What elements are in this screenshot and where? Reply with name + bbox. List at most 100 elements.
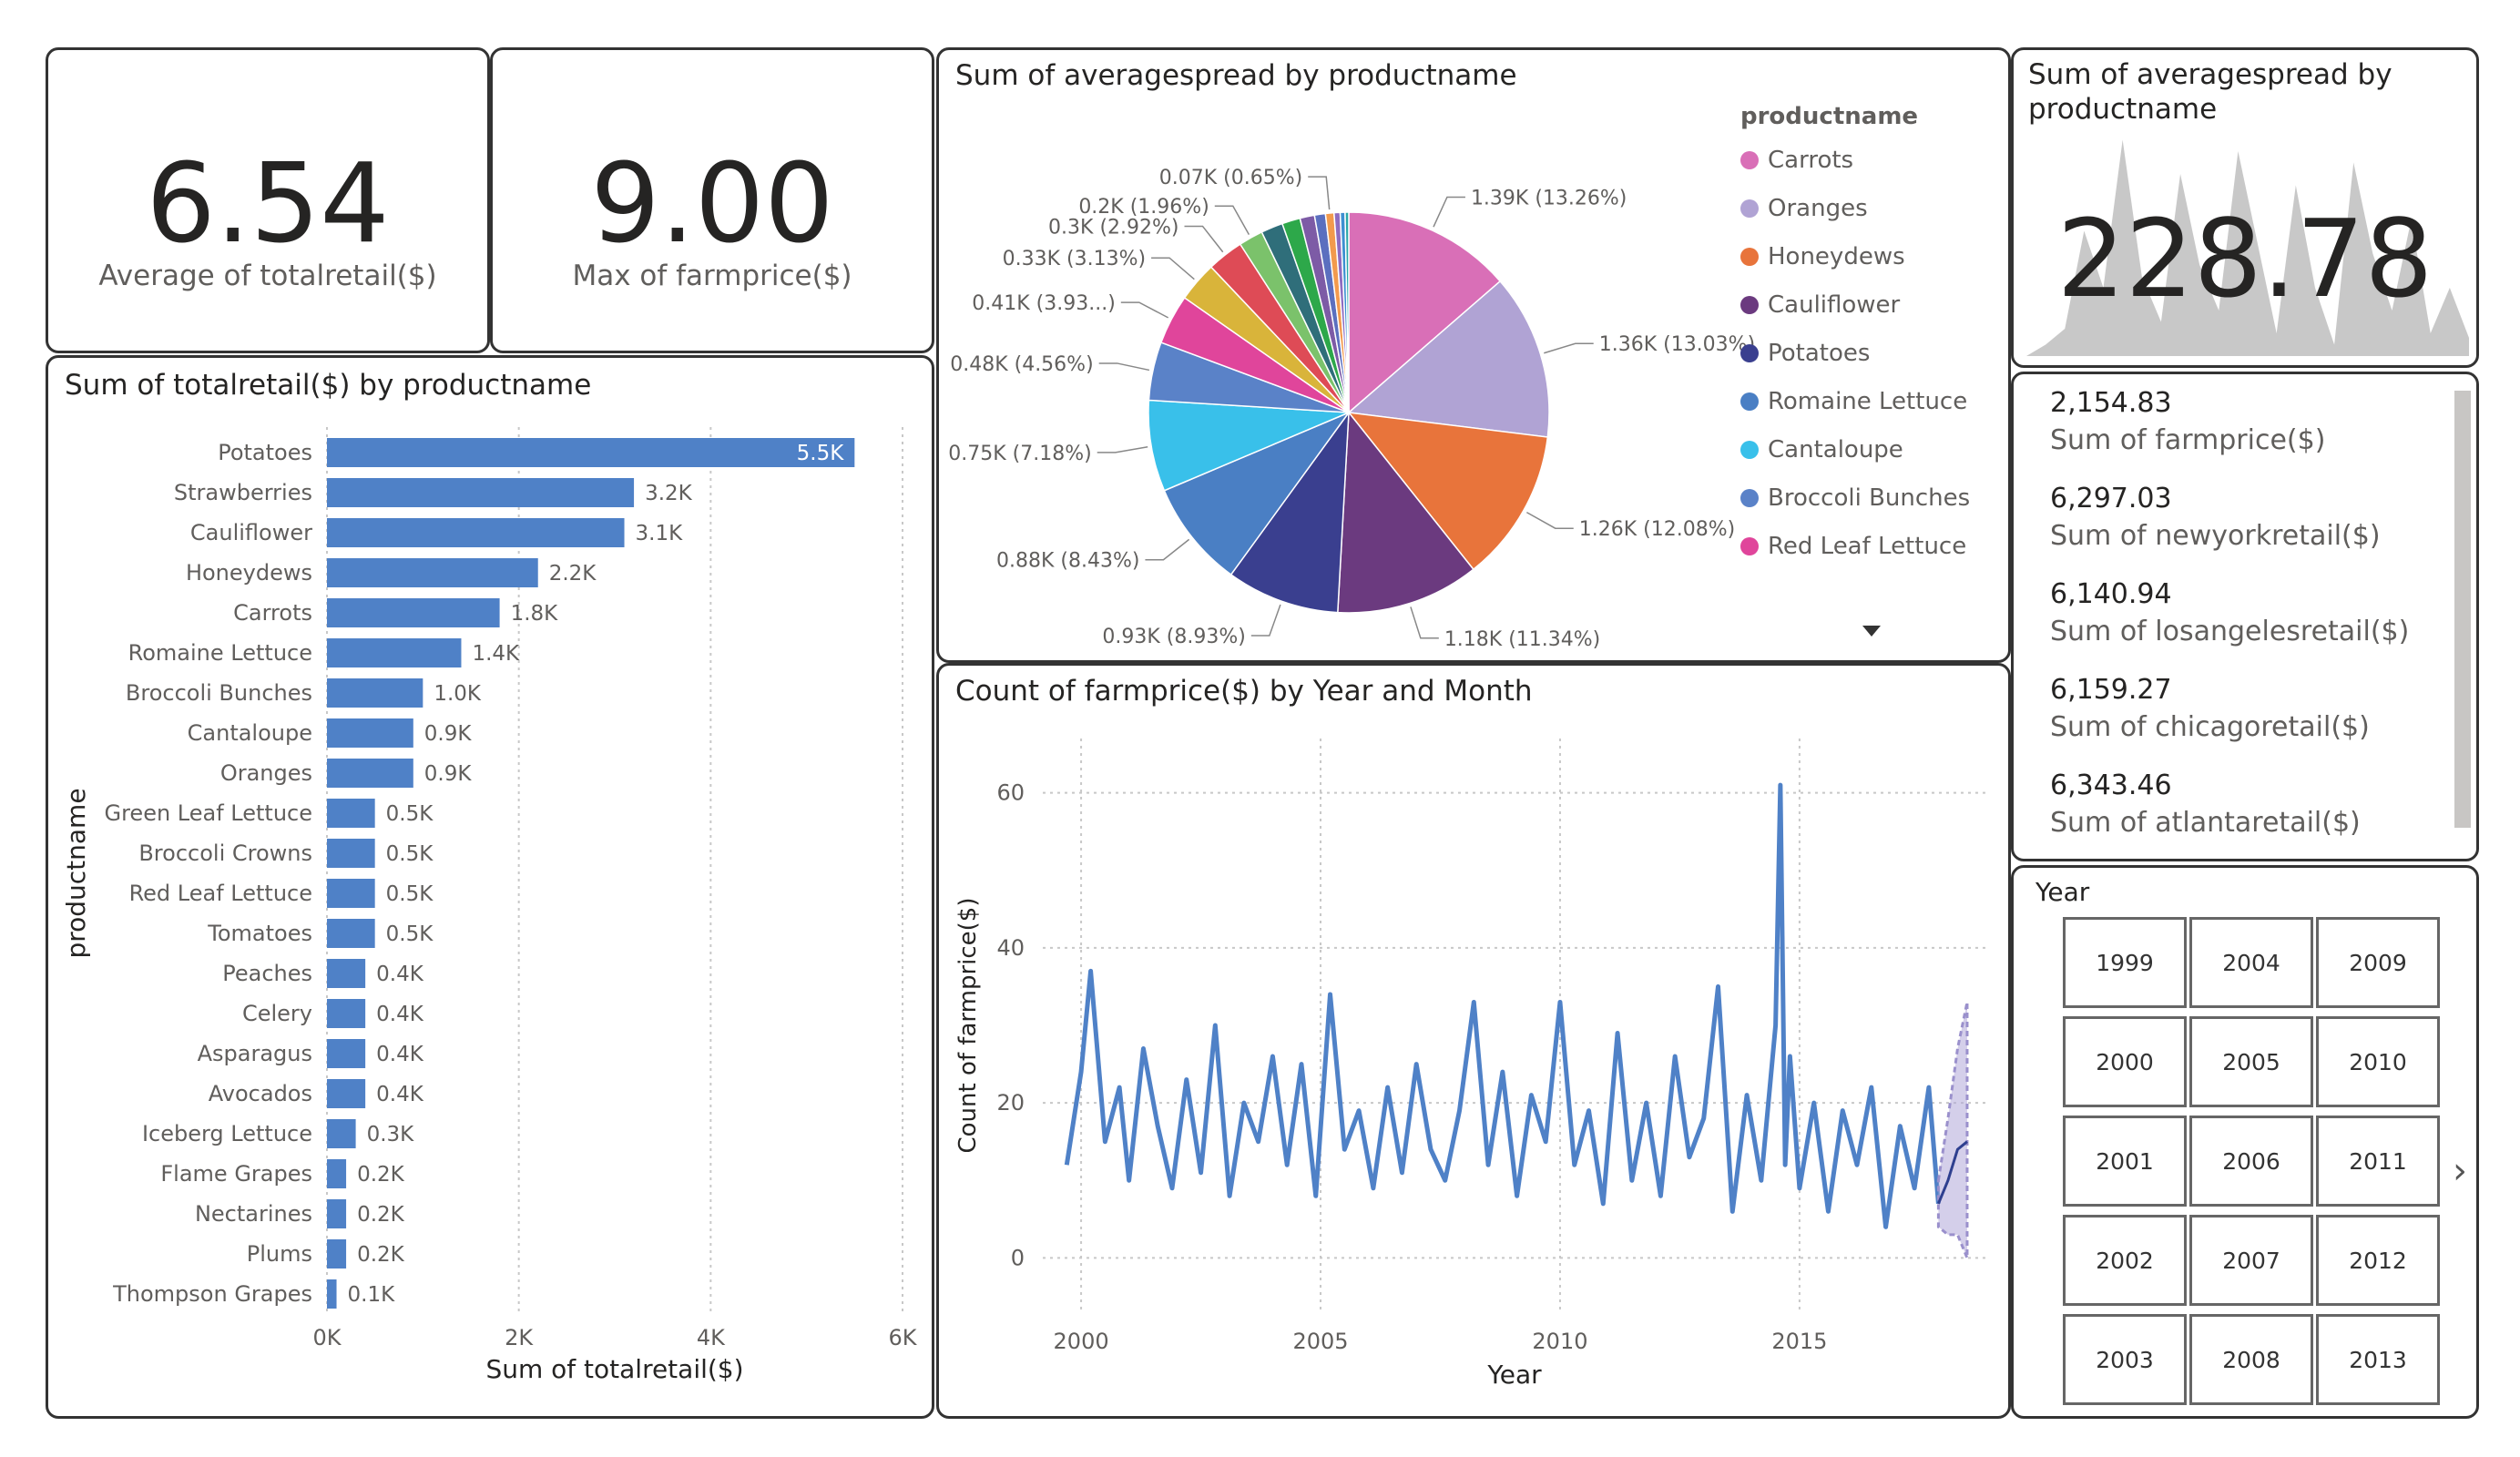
multi-row-label: Sum of atlantaretail($) xyxy=(2050,807,2361,839)
bar[interactable] xyxy=(327,1079,366,1108)
bar[interactable] xyxy=(327,438,855,467)
data-label: 0.2K xyxy=(357,1163,405,1187)
pie-slice[interactable] xyxy=(1347,412,1549,571)
year-button-2004[interactable]: 2004 xyxy=(2189,917,2313,1008)
y-category-label: Nectarines xyxy=(195,1201,312,1227)
year-button-2006[interactable]: 2006 xyxy=(2189,1116,2313,1207)
bar[interactable] xyxy=(327,1119,356,1148)
line-chart-tile[interactable]: Count of farmprice($) by Year and Month … xyxy=(936,663,2011,1419)
data-label: 0.4K xyxy=(376,963,424,986)
year-button-2003[interactable]: 2003 xyxy=(2063,1314,2187,1405)
y-category-label: Potatoes xyxy=(218,440,312,465)
pie-chart-tile[interactable]: Sum of averagespread by productname 1.39… xyxy=(936,47,2011,663)
data-label: 0.2K xyxy=(357,1203,405,1227)
bar[interactable] xyxy=(327,759,413,788)
multi-row-item: 2,154.83 Sum of farmprice($) xyxy=(2050,387,2325,456)
data-label: 0.9K xyxy=(424,722,473,746)
year-button-2010[interactable]: 2010 xyxy=(2316,1016,2440,1107)
y-category-label: Celery xyxy=(242,1001,312,1026)
bar-chart-tile[interactable]: Sum of totalretail($) by productname 0K 2… xyxy=(46,355,934,1419)
data-label: 0.5K xyxy=(386,842,434,866)
x-axis-label: Sum of totalretail($) xyxy=(485,1354,743,1384)
legend-item[interactable]: Carrots xyxy=(1740,136,1970,184)
bar[interactable] xyxy=(327,879,375,908)
year-button-2009[interactable]: 2009 xyxy=(2316,917,2440,1008)
year-slicer[interactable]: Year 1999 2004 2009 2000 2005 2010 2001 2006 201… xyxy=(2011,865,2479,1419)
year-button-2007[interactable]: 2007 xyxy=(2189,1215,2313,1306)
bar[interactable] xyxy=(327,678,423,708)
leader-line xyxy=(1214,205,1250,236)
scrollbar[interactable] xyxy=(2454,391,2471,828)
year-button-1999[interactable]: 1999 xyxy=(2063,917,2187,1008)
bar[interactable] xyxy=(327,598,500,627)
legend-item[interactable]: Oranges xyxy=(1740,184,1970,232)
bar[interactable] xyxy=(327,478,635,507)
bar[interactable] xyxy=(327,1039,366,1068)
chevron-right-icon[interactable]: › xyxy=(2453,1150,2467,1192)
bar-chart: 0K 2K 4K 6K Potatoes 5.5K Strawberries 3.2K Caul… xyxy=(61,427,918,1384)
legend-item[interactable]: Cantaloupe xyxy=(1740,425,1970,474)
kpi-value: 6.54 xyxy=(146,141,390,268)
year-button-2012[interactable]: 2012 xyxy=(2316,1215,2440,1306)
multi-row-value: 6,343.46 xyxy=(2050,769,2172,801)
pie-slice[interactable] xyxy=(1347,280,1550,438)
pie-slice[interactable] xyxy=(1229,410,1350,614)
pie-slice[interactable] xyxy=(1148,399,1350,492)
bar[interactable] xyxy=(327,999,366,1028)
pie-slice[interactable] xyxy=(1337,410,1474,614)
multi-row-label: Sum of newyorkretail($) xyxy=(2050,520,2381,552)
year-button-2000[interactable]: 2000 xyxy=(2063,1016,2187,1107)
sparkline-card[interactable]: Sum of averagespread by productname 228.… xyxy=(2011,47,2479,368)
bar[interactable] xyxy=(327,1279,337,1309)
legend-item[interactable]: Honeydews xyxy=(1740,232,1970,280)
bar[interactable] xyxy=(327,638,462,667)
y-category-label: Broccoli Crowns xyxy=(138,841,312,866)
legend-item[interactable]: Potatoes xyxy=(1740,329,1970,377)
x-axis-label: Year xyxy=(1486,1360,1542,1390)
year-button-2013[interactable]: 2013 xyxy=(2316,1314,2440,1405)
y-category-label: Thompson Grapes xyxy=(112,1281,312,1307)
legend-item[interactable]: Cauliflower xyxy=(1740,280,1970,329)
pie-data-label: 1.26K (12.08%) xyxy=(1579,518,1735,541)
year-button-2008[interactable]: 2008 xyxy=(2189,1314,2313,1405)
legend-marker xyxy=(1740,392,1759,411)
legend-item[interactable]: Romaine Lettuce xyxy=(1740,377,1970,425)
x-tick-label: 2010 xyxy=(1532,1329,1587,1354)
kpi-card-max-farmprice[interactable]: 9.00 Max of farmprice($) xyxy=(490,47,934,353)
pie-chart: 1.39K (13.26%) 1.36K (13.03%) 1.26K (12.08… xyxy=(948,167,1755,651)
forecast-line xyxy=(1937,1140,1968,1205)
multi-row-card[interactable]: 2,154.83 Sum of farmprice($) 6,297.03 Sum o… xyxy=(2011,372,2479,861)
data-label: 1.0K xyxy=(434,682,482,706)
legend-scroll-down-icon[interactable] xyxy=(1862,626,1881,637)
bar[interactable] xyxy=(327,558,538,587)
year-button-2002[interactable]: 2002 xyxy=(2063,1215,2187,1306)
bar[interactable] xyxy=(327,1239,347,1269)
legend-item[interactable]: Red Leaf Lettuce xyxy=(1740,522,1970,570)
bar[interactable] xyxy=(327,1159,347,1188)
y-category-label: Avocados xyxy=(209,1081,312,1106)
pie-data-label: 0.2K (1.96%) xyxy=(1078,196,1209,219)
kpi-card-average-totalretail[interactable]: 6.54 Average of totalretail($) xyxy=(46,47,490,353)
y-category-label: Romaine Lettuce xyxy=(128,640,312,666)
y-category-label: Cantaloupe xyxy=(188,720,312,746)
multi-row-label: Sum of farmprice($) xyxy=(2050,424,2326,456)
year-button-2001[interactable]: 2001 xyxy=(2063,1116,2187,1207)
year-button-2005[interactable]: 2005 xyxy=(2189,1016,2313,1107)
bar[interactable] xyxy=(327,799,375,828)
pie-slice[interactable] xyxy=(1163,411,1352,576)
bar[interactable] xyxy=(327,1199,347,1228)
multi-row-item: 6,343.46 Sum of atlantaretail($) xyxy=(2050,769,2361,839)
legend-item[interactable]: Broccoli Bunches xyxy=(1740,474,1970,522)
series-line[interactable] xyxy=(1064,782,1941,1229)
bar[interactable] xyxy=(327,518,625,547)
y-tick-label: 20 xyxy=(996,1090,1025,1116)
bar[interactable] xyxy=(327,839,375,868)
pie-slice[interactable] xyxy=(1348,211,1502,414)
bar[interactable] xyxy=(327,718,413,748)
pie-slice[interactable] xyxy=(1344,211,1350,413)
bar[interactable] xyxy=(327,919,375,948)
pie-data-label: 0.07K (0.65%) xyxy=(1159,167,1302,189)
year-button-2011[interactable]: 2011 xyxy=(2316,1116,2440,1207)
y-tick-label: 0 xyxy=(1011,1245,1025,1270)
bar[interactable] xyxy=(327,959,366,988)
